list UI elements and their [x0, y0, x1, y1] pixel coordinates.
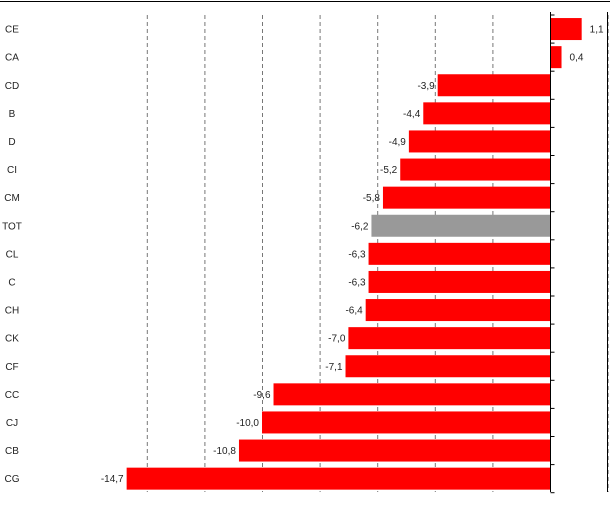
bar-c: [368, 270, 550, 293]
value-label: -10,0: [236, 418, 259, 429]
category-label: CM: [4, 193, 20, 204]
value-label: -10,8: [213, 446, 236, 457]
category-label: D: [8, 137, 15, 148]
category-label: CL: [6, 249, 19, 260]
bar-d: [408, 130, 550, 153]
value-label: -4,4: [403, 109, 421, 120]
bar-ca: [550, 46, 562, 69]
value-label: -6,4: [345, 306, 363, 317]
value-label: -6,2: [351, 221, 369, 232]
category-label: CI: [7, 165, 17, 176]
axes: [0, 1, 610, 494]
bar-tot: [371, 214, 550, 237]
category-label: CE: [5, 25, 19, 36]
category-label: CB: [5, 446, 19, 457]
bar-cm: [382, 186, 550, 209]
value-label: -5,2: [380, 165, 398, 176]
category-label: CG: [5, 474, 20, 485]
category-label: CC: [5, 390, 19, 401]
value-label: 0,4: [570, 53, 584, 64]
bar-ck: [348, 327, 550, 350]
bar-ch: [365, 299, 550, 322]
value-label: 1,1: [590, 25, 604, 36]
bar-cc: [273, 383, 550, 406]
category-label: CF: [5, 362, 18, 373]
category-label: CH: [5, 306, 19, 317]
bar-cl: [368, 242, 550, 265]
category-label: B: [9, 109, 16, 120]
bar-cg: [126, 467, 550, 490]
value-label: -5,8: [363, 193, 381, 204]
value-label: -4,9: [389, 137, 407, 148]
value-label: -7,0: [328, 334, 346, 345]
bar-ce: [550, 18, 582, 41]
value-label: -9,6: [253, 390, 271, 401]
value-label: -14,7: [101, 474, 124, 485]
bars: [126, 18, 582, 490]
bar-ci: [400, 158, 550, 181]
bar-b: [423, 102, 550, 125]
bar-cb: [238, 439, 550, 462]
category-label: CJ: [6, 418, 18, 429]
value-label: -3,9: [417, 81, 435, 92]
value-label: -6,3: [348, 277, 366, 288]
bar-cd: [437, 74, 550, 97]
value-label: -6,3: [348, 249, 366, 260]
category-label: CA: [5, 53, 19, 64]
category-label: C: [8, 277, 15, 288]
category-label: TOT: [2, 221, 22, 232]
category-label: CK: [5, 334, 19, 345]
category-label: CD: [5, 81, 19, 92]
labels: CE 1,1 CA 0,4 CD -3,9 B -4,4 D -4,9 CI -5,2 CM -5,8 TO…: [2, 25, 604, 486]
value-label: -7,1: [325, 362, 343, 373]
bar-cf: [345, 355, 550, 378]
bar-cj: [262, 411, 550, 434]
